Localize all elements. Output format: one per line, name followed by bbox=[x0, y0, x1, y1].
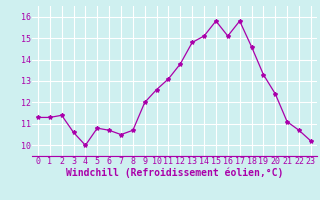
X-axis label: Windchill (Refroidissement éolien,°C): Windchill (Refroidissement éolien,°C) bbox=[66, 168, 283, 178]
